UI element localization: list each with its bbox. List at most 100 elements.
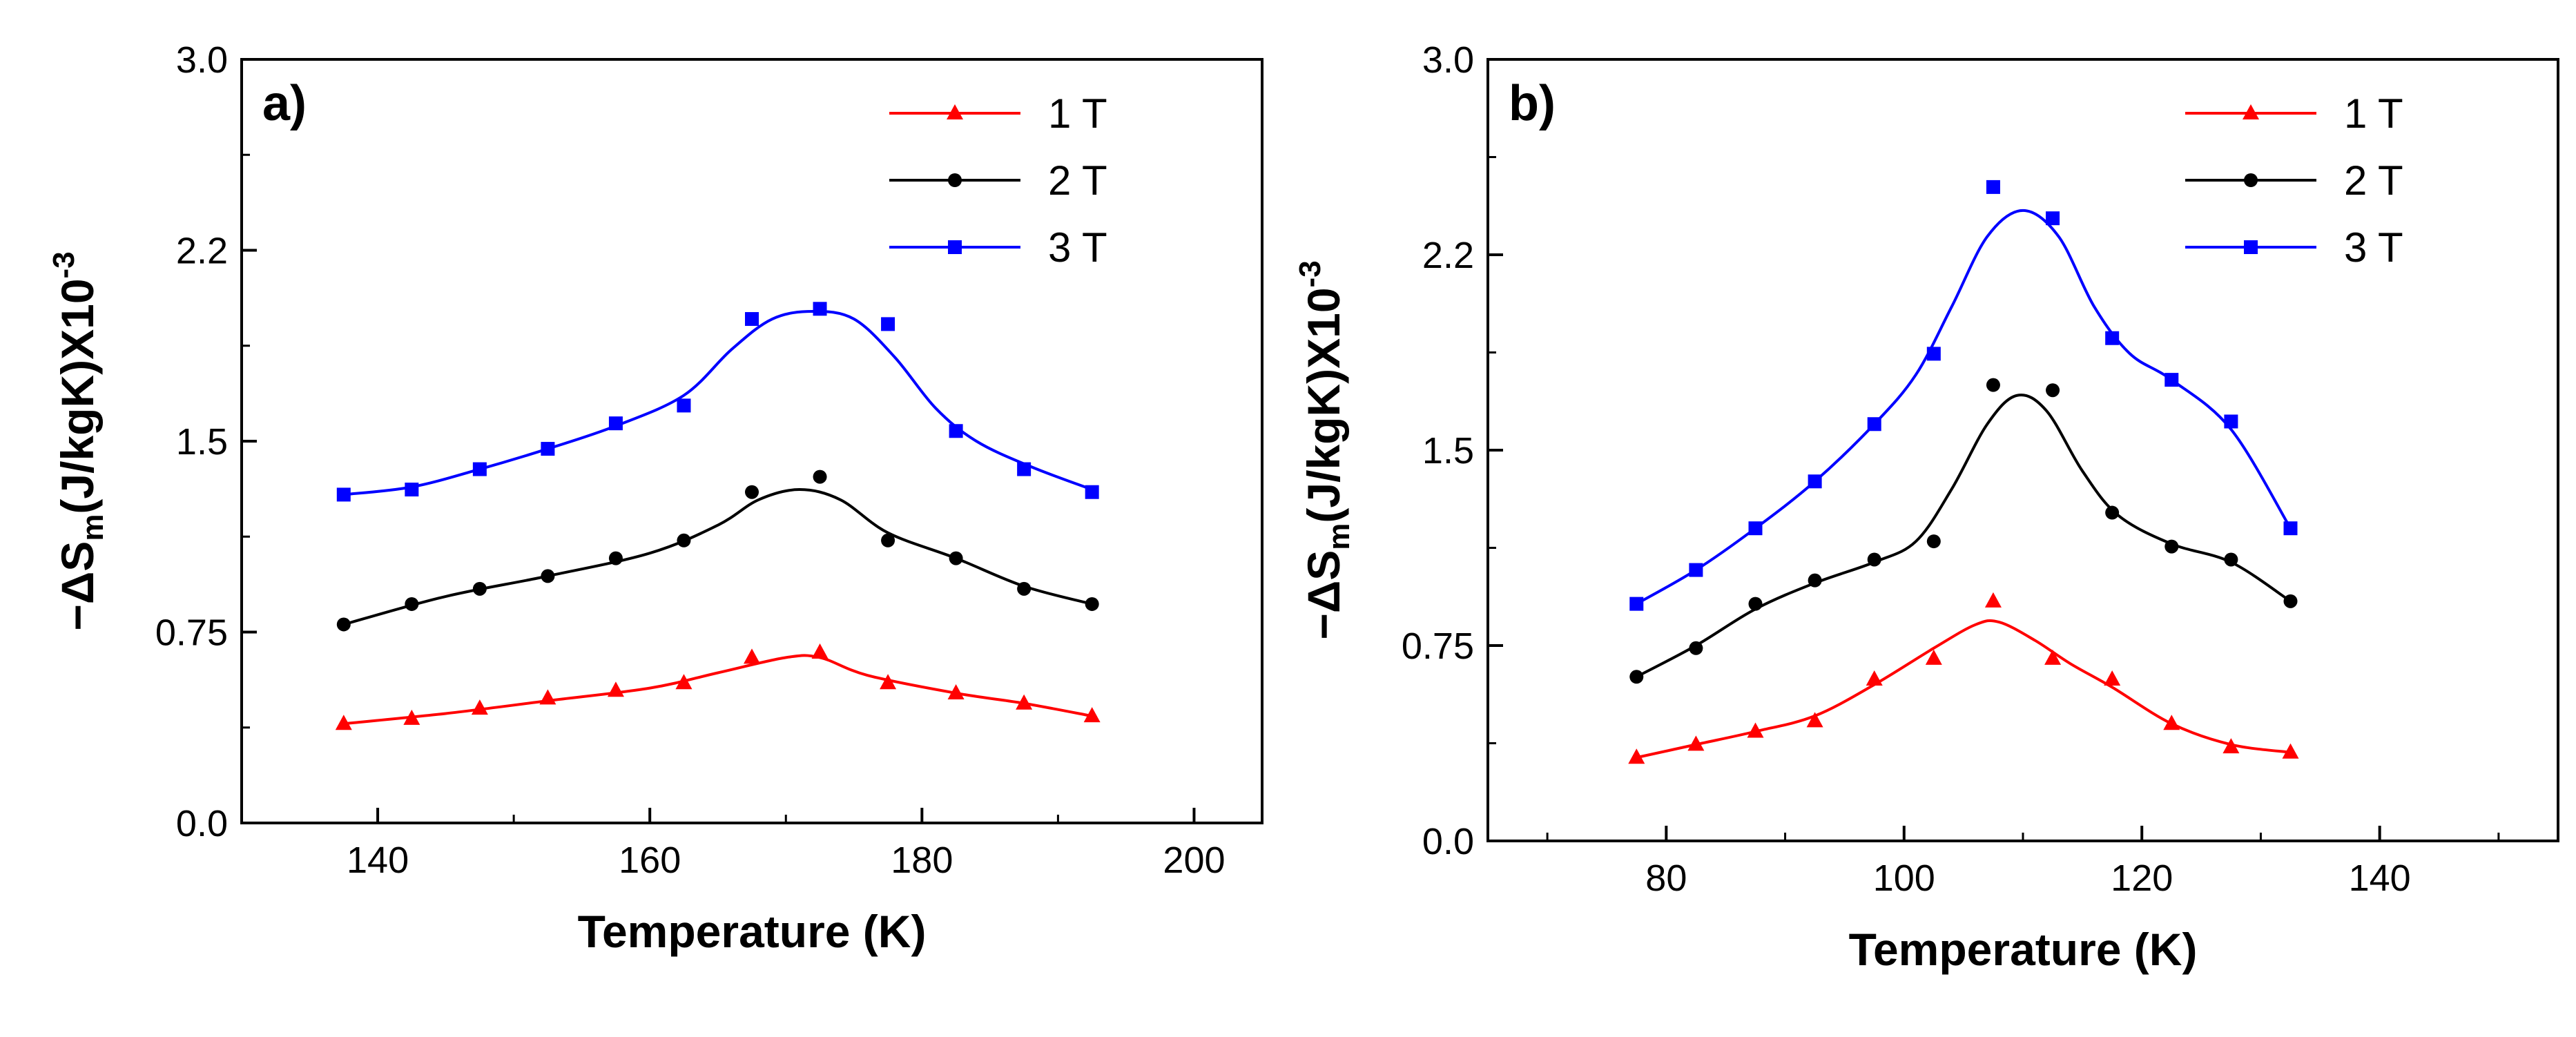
y-tick-label: 0.0 <box>1422 821 1474 862</box>
data-point <box>2165 539 2179 554</box>
legend-label: 1 T <box>1048 90 1107 137</box>
data-point <box>403 709 420 725</box>
data-point <box>539 689 556 705</box>
fit-curve <box>343 654 1093 726</box>
y-axis-title: −ΔSm(J/kgK)X10-3 <box>1293 260 1356 639</box>
data-point <box>2105 331 2120 345</box>
data-point <box>1629 670 1644 684</box>
y-tick-label: 0.75 <box>1402 626 1474 667</box>
data-point <box>1984 592 2002 608</box>
data-point <box>472 581 487 596</box>
fit-curve <box>343 309 1093 496</box>
data-point <box>1808 474 1822 489</box>
y-tick-label: 3.0 <box>176 39 228 81</box>
data-point <box>2165 373 2179 387</box>
fit-curve <box>343 488 1093 626</box>
panel-b: 80 100 120 140 0.0 0.75 1.5 2.2 3.0 Temperature (… <box>1293 39 2559 975</box>
legend-marker <box>2244 173 2258 187</box>
x-axis-title: Temperature (K) <box>1849 924 2198 975</box>
legend-entry: 3 T <box>889 224 1107 271</box>
data-point <box>1085 485 1099 499</box>
y-tick-label: 2.2 <box>176 231 228 272</box>
y-tick-label: 0.75 <box>155 612 228 654</box>
series-1t <box>1628 592 2299 764</box>
data-point <box>677 398 691 413</box>
data-point <box>608 551 623 565</box>
data-point <box>1986 180 2000 194</box>
legend-label: 3 T <box>1048 224 1107 271</box>
data-point <box>947 684 965 699</box>
data-point <box>2104 670 2121 686</box>
data-point <box>1747 722 1764 738</box>
x-tick-label: 200 <box>1163 840 1225 881</box>
data-point <box>675 674 693 690</box>
data-point <box>2105 505 2120 520</box>
data-point <box>607 681 624 697</box>
x-tick-label: 140 <box>2349 857 2411 899</box>
data-point <box>1926 534 1941 549</box>
data-point <box>1689 641 1703 655</box>
legend-marker <box>948 173 962 187</box>
legend-label: 1 T <box>2344 90 2403 137</box>
data-point <box>677 533 691 547</box>
data-point <box>472 462 487 476</box>
data-point <box>949 424 963 438</box>
data-point <box>1016 694 1033 710</box>
legend-marker <box>947 104 963 119</box>
data-point <box>335 715 352 730</box>
data-point <box>1017 581 1032 596</box>
data-point <box>1629 597 1644 611</box>
y-tick-label: 1.5 <box>1422 430 1474 472</box>
y-tick-label: 0.0 <box>176 803 228 844</box>
data-point <box>541 569 555 583</box>
data-point <box>2222 738 2240 754</box>
data-point <box>1867 417 1881 432</box>
data-point <box>881 533 895 547</box>
data-point <box>336 617 351 632</box>
x-tick-label: 140 <box>347 840 409 881</box>
data-point <box>811 643 829 659</box>
data-point <box>880 674 897 690</box>
x-tick-label: 180 <box>891 840 953 881</box>
series-2t <box>336 469 1099 632</box>
x-tick-label: 160 <box>619 840 681 881</box>
data-point <box>471 699 488 715</box>
legend-label: 2 T <box>1048 157 1107 204</box>
legend-label: 3 T <box>2344 224 2403 271</box>
y-axis-title: −ΔSm(J/kgK)X10-3 <box>47 251 110 630</box>
x-tick-label: 80 <box>1645 857 1687 899</box>
panel-label: b) <box>1509 76 1556 131</box>
legend-entry: 1 T <box>889 90 1107 137</box>
data-point <box>1925 649 1942 665</box>
data-point <box>2283 521 2298 536</box>
data-point <box>405 483 419 497</box>
fit-curve <box>1636 209 2292 605</box>
legend-marker <box>2243 104 2259 119</box>
y-tick-label: 2.2 <box>1422 235 1474 276</box>
legend-marker <box>948 240 962 254</box>
data-point <box>1806 712 1823 728</box>
data-point <box>1017 462 1032 476</box>
x-tick-label: 120 <box>2111 857 2173 899</box>
legend-entry: 3 T <box>2185 224 2403 271</box>
x-tick-label: 100 <box>1873 857 1935 899</box>
data-point <box>1808 573 1822 588</box>
legend-entry: 2 T <box>889 157 1107 204</box>
data-point <box>1926 347 1941 361</box>
data-point <box>2044 649 2062 665</box>
data-point <box>405 597 419 611</box>
x-axis-title: Temperature (K) <box>578 906 927 957</box>
data-point <box>1689 563 1703 577</box>
data-point <box>2046 383 2060 398</box>
data-point <box>949 551 963 565</box>
legend-label: 2 T <box>2344 157 2403 204</box>
data-point <box>1748 521 1763 536</box>
data-point <box>2224 414 2238 429</box>
data-point <box>1748 597 1763 611</box>
data-point <box>1867 552 1881 567</box>
data-point <box>1986 378 2000 392</box>
data-point <box>813 469 827 484</box>
data-point <box>2224 552 2238 567</box>
legend-entry: 1 T <box>2185 90 2403 137</box>
